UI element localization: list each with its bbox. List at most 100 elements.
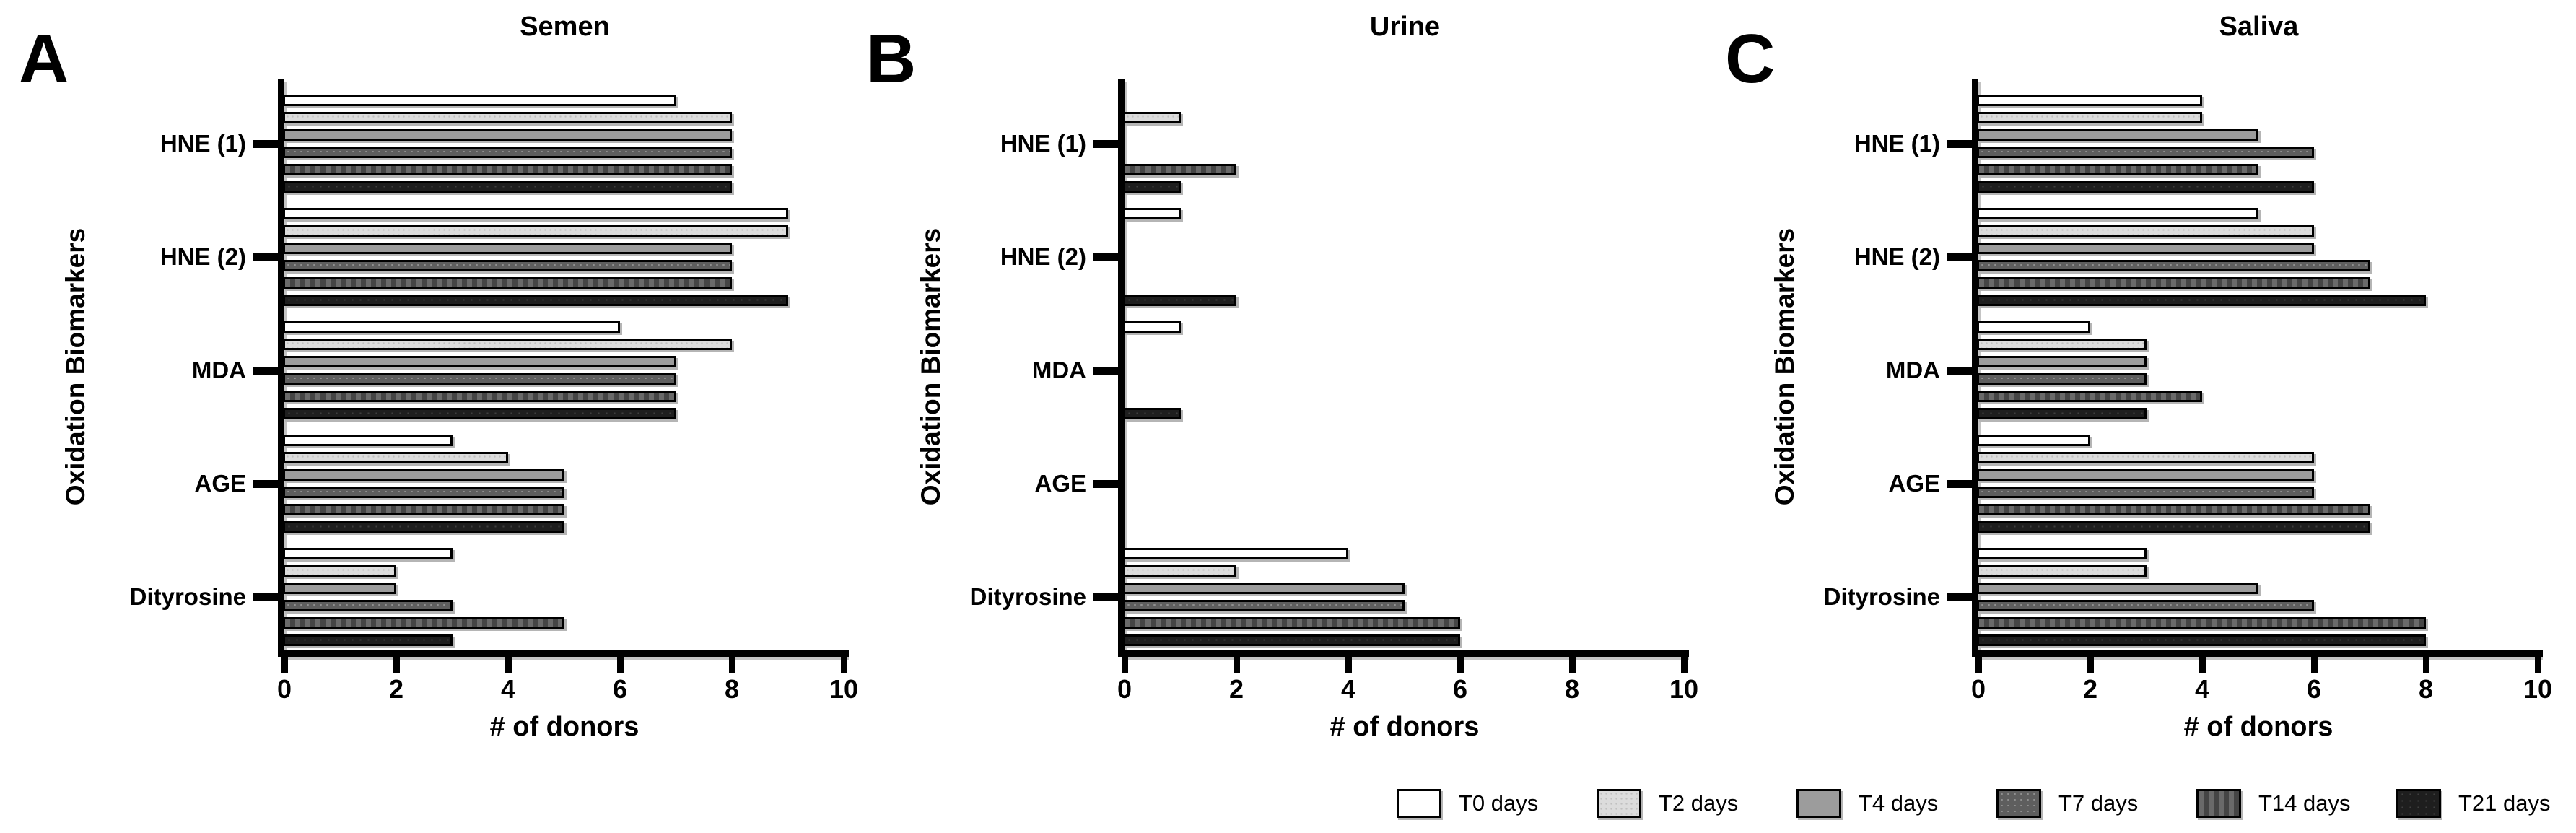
bar-hne1-t2 [1977, 112, 2202, 123]
x-tick-label: 10 [1669, 674, 1699, 704]
legend-label: T2 days [1659, 790, 1739, 816]
bar-hne1-t4 [1977, 129, 2258, 141]
bar-hne2-t14 [1977, 277, 2370, 289]
bar-dityrosine-t14 [1977, 617, 2426, 629]
bar-mda-t0 [1123, 321, 1181, 333]
x-axis-shadow [1981, 657, 2543, 660]
bar-dityrosine-t14 [1123, 617, 1460, 629]
x-axis-label: # of donors [1330, 712, 1480, 742]
x-tick [1345, 657, 1352, 673]
category-tick [1093, 479, 1118, 488]
bar-mda-t21 [283, 408, 676, 419]
bar-hne2-t7 [1977, 260, 2370, 271]
bar-age-t7 [283, 487, 564, 498]
legend-item: T4 days [1796, 785, 1938, 821]
panel-letter: A [19, 20, 69, 97]
category-label: AGE [1888, 470, 1940, 497]
x-tick-label: 10 [829, 674, 859, 704]
y-axis [1972, 79, 1978, 657]
bar-hne1-t14 [1977, 164, 2258, 175]
bar-hne2-t21 [283, 295, 788, 306]
category-tick [1947, 253, 1972, 261]
bar-age-t14 [1977, 504, 2370, 515]
legend-label: T0 days [1459, 790, 1539, 816]
x-tick-label: 4 [1340, 674, 1356, 704]
bar-age-t2 [283, 452, 508, 463]
legend-swatch-t4 [1796, 789, 1841, 818]
bar-hne2-t0 [1977, 208, 2258, 219]
category-label: Dityrosine [969, 583, 1086, 610]
bar-hne1-t7 [1977, 147, 2314, 158]
x-tick-label: 8 [2418, 674, 2434, 704]
x-tick-label: 0 [276, 674, 292, 704]
category-label: HNE (2) [1854, 243, 1940, 270]
x-tick-label: 4 [500, 674, 516, 704]
bar-mda-t14 [283, 391, 676, 402]
x-tick [840, 657, 847, 673]
category-tick [1093, 253, 1118, 261]
bar-hne1-t0 [1977, 95, 2202, 106]
legend-label: T21 days [2458, 790, 2551, 816]
bar-dityrosine-t7 [1123, 600, 1405, 611]
x-tick [1121, 657, 1128, 673]
category-tick [1947, 366, 1972, 375]
bar-age-t14 [283, 504, 564, 515]
legend-swatch-t0 [1397, 789, 1441, 818]
bar-hne2-t2 [283, 225, 788, 237]
bar-dityrosine-t2 [1977, 565, 2147, 577]
bar-mda-t21 [1977, 408, 2147, 419]
bar-mda-t2 [1977, 339, 2147, 350]
bar-mda-t4 [283, 356, 676, 367]
bar-age-t0 [1977, 435, 2090, 446]
x-axis-label: # of donors [489, 712, 639, 742]
x-tick-label: 6 [2306, 674, 2322, 704]
bar-age-t2 [1977, 452, 2314, 463]
bar-hne1-t14 [1123, 164, 1236, 175]
y-axis [1118, 79, 1125, 657]
x-axis-label: # of donors [2183, 712, 2333, 742]
category-label: HNE (1) [160, 130, 246, 157]
y-axis-shadow [284, 82, 287, 659]
y-axis-shadow [1978, 82, 1981, 659]
x-tick-label: 2 [1228, 674, 1244, 704]
bar-mda-t0 [283, 321, 620, 333]
bar-dityrosine-t2 [1123, 565, 1236, 577]
category-label: HNE (2) [1000, 243, 1086, 270]
bar-mda-t21 [1123, 408, 1181, 419]
bar-age-t21 [1977, 521, 2370, 533]
category-label: HNE (1) [1000, 130, 1086, 157]
bar-dityrosine-t4 [1977, 583, 2258, 594]
legend-item: T7 days [1996, 785, 2138, 821]
x-tick-label: 2 [388, 674, 404, 704]
category-label: Dityrosine [129, 583, 246, 610]
category-label: MDA [1885, 357, 1940, 383]
category-tick [1947, 139, 1972, 148]
bar-dityrosine-t0 [1977, 548, 2147, 559]
category-tick [1093, 366, 1118, 375]
category-label: HNE (1) [1854, 130, 1940, 157]
bar-dityrosine-t21 [1123, 634, 1460, 646]
bar-hne2-t4 [283, 243, 732, 254]
bar-mda-t14 [1977, 391, 2202, 402]
x-tick-label: 0 [1970, 674, 1986, 704]
panel-title: Urine [1369, 12, 1441, 42]
category-tick [1093, 593, 1118, 601]
x-tick-label: 8 [724, 674, 740, 704]
bar-dityrosine-t7 [1977, 600, 2314, 611]
panel-title: Saliva [2219, 12, 2299, 42]
x-tick [393, 657, 400, 673]
bar-mda-t7 [283, 373, 676, 385]
bar-hne1-t7 [283, 147, 732, 158]
x-tick [281, 657, 288, 673]
x-tick [728, 657, 735, 673]
bar-dityrosine-t21 [283, 634, 453, 646]
bar-mda-t2 [283, 339, 732, 350]
x-axis-shadow [1127, 657, 1689, 660]
bar-hne2-t21 [1123, 295, 1236, 306]
bar-dityrosine-t4 [1123, 583, 1405, 594]
category-tick [253, 479, 278, 488]
bar-hne1-t21 [1123, 181, 1181, 193]
bar-dityrosine-t0 [283, 548, 453, 559]
